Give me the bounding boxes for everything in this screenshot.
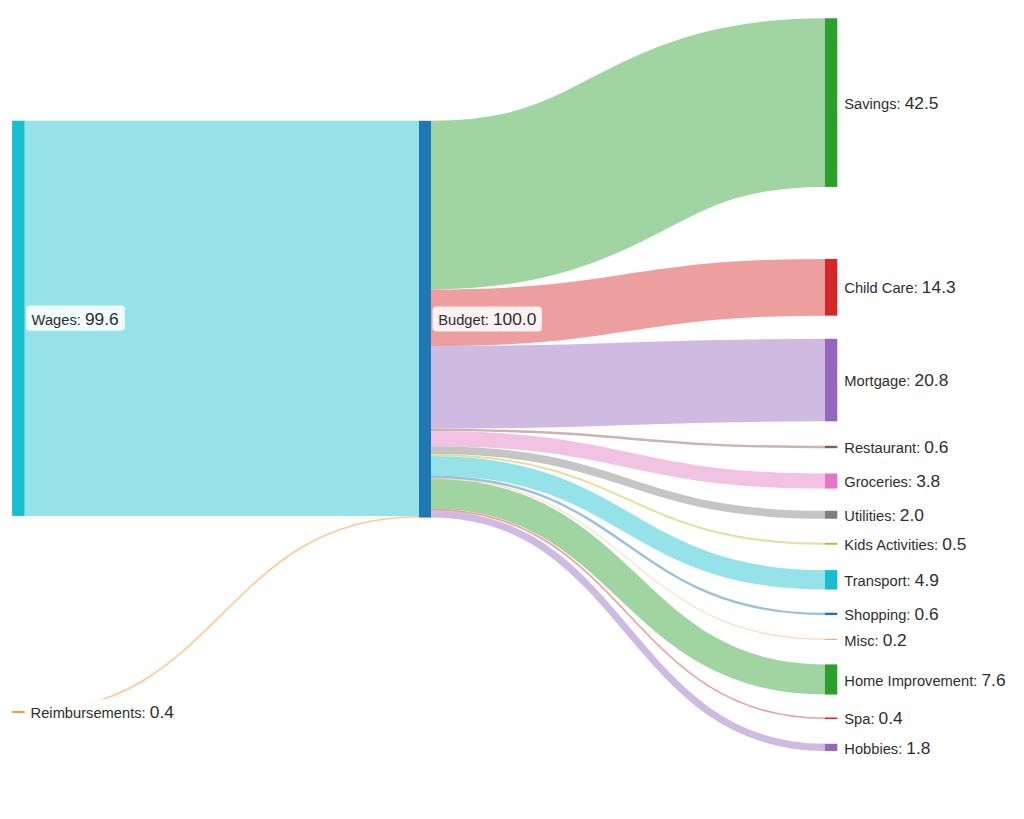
- svg-text:Shopping: 0.6: Shopping: 0.6: [844, 604, 938, 624]
- svg-text:Restaurant: 0.6: Restaurant: 0.6: [844, 437, 948, 457]
- svg-text:Child Care: 14.3: Child Care: 14.3: [844, 277, 955, 297]
- svg-text:Home Improvement: 7.6: Home Improvement: 7.6: [844, 670, 1005, 690]
- svg-text:Groceries: 3.8: Groceries: 3.8: [844, 471, 940, 491]
- svg-text:Savings: 42.5: Savings: 42.5: [844, 93, 938, 113]
- svg-text:Budget: 100.0: Budget: 100.0: [438, 309, 536, 329]
- svg-text:Reimbursements: 0.4: Reimbursements: 0.4: [31, 702, 175, 722]
- svg-text:Kids Activities: 0.5: Kids Activities: 0.5: [844, 534, 966, 554]
- svg-text:Hobbies: 1.8: Hobbies: 1.8: [844, 738, 930, 758]
- svg-text:Spa: 0.4: Spa: 0.4: [844, 708, 903, 728]
- svg-text:Wages: 99.6: Wages: 99.6: [32, 309, 119, 329]
- svg-text:Transport: 4.9: Transport: 4.9: [844, 570, 939, 590]
- svg-text:Mortgage: 20.8: Mortgage: 20.8: [844, 370, 948, 390]
- svg-text:Misc: 0.2: Misc: 0.2: [844, 630, 906, 650]
- svg-text:Utilities: 2.0: Utilities: 2.0: [844, 505, 924, 525]
